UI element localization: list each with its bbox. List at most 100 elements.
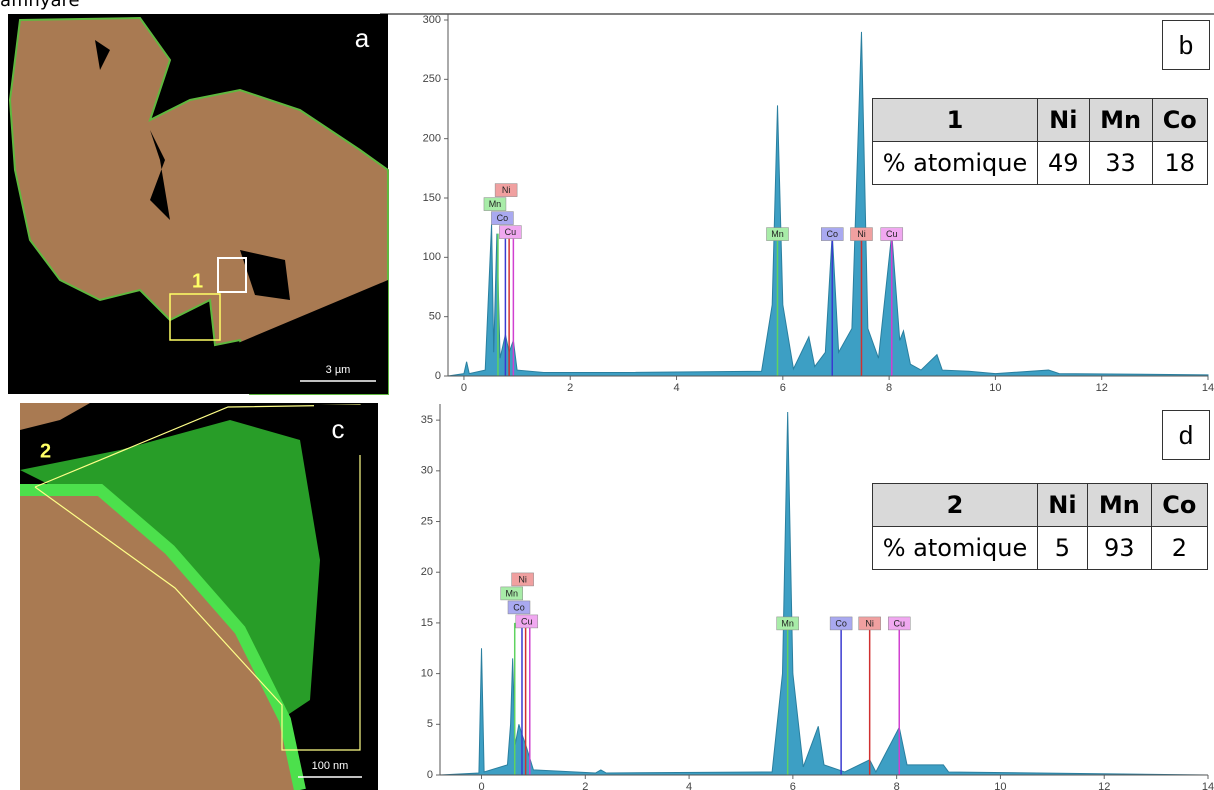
y-tick-label: 25 bbox=[421, 515, 433, 527]
element-tag bbox=[766, 227, 789, 241]
y-tick-label: 50 bbox=[429, 311, 441, 323]
table-cell: % atomique bbox=[872, 141, 1038, 185]
table-cell: 18 bbox=[1151, 141, 1208, 185]
table-cell: 2 bbox=[1150, 526, 1209, 570]
element-tag bbox=[511, 572, 534, 587]
table-header: 2 Ni Mn Co bbox=[872, 483, 1209, 527]
image-c: 2 100 nm bbox=[20, 403, 378, 790]
spectrum bbox=[447, 31, 1209, 377]
header-cell: Co bbox=[1150, 483, 1209, 527]
table-row: % atomique 5 93 2 bbox=[872, 526, 1209, 570]
x-tick-label: 2 bbox=[567, 382, 573, 394]
header-cell: Mn bbox=[1086, 483, 1152, 527]
element-label: Mn bbox=[771, 229, 784, 239]
element-tag bbox=[887, 616, 911, 631]
element-tag bbox=[483, 197, 507, 211]
caption-fragment: affinyare bbox=[0, 0, 80, 11]
y-tick-label: 15 bbox=[421, 617, 433, 629]
y-tick-label: 35 bbox=[421, 414, 433, 426]
element-label: Cu bbox=[505, 227, 517, 237]
element-label: Co bbox=[497, 213, 509, 223]
x-tick-label: 2 bbox=[582, 781, 588, 790]
x-tick-label: 14 bbox=[1202, 781, 1214, 790]
spectrum bbox=[439, 412, 1209, 776]
x-tick-label: 12 bbox=[1096, 382, 1108, 394]
table-header: 1 Ni Mn Co bbox=[872, 98, 1208, 142]
x-tick-label: 14 bbox=[1202, 382, 1214, 394]
x-tick-label: 6 bbox=[790, 781, 796, 790]
header-cell: Ni bbox=[1037, 483, 1088, 527]
element-tag bbox=[776, 616, 799, 631]
x-tick-label: 6 bbox=[780, 382, 786, 394]
element-label: Mn bbox=[505, 588, 518, 598]
x-tick-label: 4 bbox=[673, 382, 679, 394]
table-row: % atomique 49 33 18 bbox=[872, 141, 1208, 185]
panel-label: b bbox=[1162, 20, 1210, 70]
element-tag bbox=[500, 586, 523, 601]
element-label: Ni bbox=[865, 618, 874, 628]
element-label: Cu bbox=[886, 229, 898, 239]
table-cell: 33 bbox=[1088, 141, 1153, 185]
header-cell: Mn bbox=[1088, 98, 1153, 142]
header-cell: Ni bbox=[1037, 98, 1090, 142]
x-tick-label: 10 bbox=[994, 781, 1006, 790]
element-label: Cu bbox=[521, 616, 533, 626]
composition-table: 1 Ni Mn Co% atomique 49 33 18 bbox=[872, 98, 1208, 185]
element-tag bbox=[515, 614, 539, 629]
composition-table: 2 Ni Mn Co% atomique 5 93 2 bbox=[872, 483, 1209, 570]
region-label: 1 bbox=[192, 270, 203, 292]
panel-label: c bbox=[314, 405, 362, 455]
panel-label: d bbox=[1162, 410, 1210, 460]
element-label: Ni bbox=[518, 574, 527, 584]
element-label: Co bbox=[835, 618, 847, 628]
x-tick-label: 8 bbox=[886, 382, 892, 394]
table-cell: 93 bbox=[1086, 526, 1152, 570]
x-tick-label: 0 bbox=[461, 382, 467, 394]
scale-label: 3 µm bbox=[326, 364, 351, 376]
header-cell: 1 bbox=[872, 98, 1038, 142]
element-tag bbox=[880, 227, 904, 241]
element-tag bbox=[491, 211, 514, 225]
element-label: Co bbox=[513, 602, 525, 612]
y-tick-label: 150 bbox=[423, 192, 441, 204]
element-label: Ni bbox=[857, 229, 866, 239]
x-tick-label: 12 bbox=[1098, 781, 1110, 790]
y-tick-label: 100 bbox=[423, 251, 441, 263]
table-cell: 5 bbox=[1037, 526, 1088, 570]
table-cell: 49 bbox=[1037, 141, 1090, 185]
y-tick-label: 20 bbox=[421, 566, 433, 578]
table-cell: % atomique bbox=[872, 526, 1038, 570]
y-tick-label: 5 bbox=[427, 718, 433, 730]
x-tick-label: 0 bbox=[478, 781, 484, 790]
element-tag bbox=[829, 616, 853, 631]
element-tag bbox=[507, 600, 531, 615]
y-tick-label: 10 bbox=[421, 668, 433, 680]
element-tag bbox=[850, 227, 873, 241]
y-tick-label: 200 bbox=[423, 133, 441, 145]
image-a: 1 3 µm bbox=[8, 14, 389, 395]
element-tag bbox=[858, 616, 881, 631]
y-tick-label: 0 bbox=[435, 370, 441, 382]
header-cell: 2 bbox=[872, 483, 1038, 527]
header-cell: Co bbox=[1151, 98, 1208, 142]
element-label: Mn bbox=[489, 199, 502, 209]
x-tick-label: 4 bbox=[686, 781, 692, 790]
element-label: Cu bbox=[893, 618, 905, 628]
element-label: Mn bbox=[781, 618, 794, 628]
element-tag bbox=[494, 183, 518, 197]
element-tag bbox=[499, 225, 522, 239]
x-tick-label: 10 bbox=[989, 382, 1001, 394]
scale-label: 100 nm bbox=[312, 760, 349, 772]
element-label: Ni bbox=[502, 185, 511, 195]
panel-label: a bbox=[338, 14, 386, 64]
region-label: 2 bbox=[40, 440, 51, 462]
element-label: Co bbox=[826, 229, 838, 239]
y-tick-label: 300 bbox=[423, 14, 441, 26]
y-tick-label: 0 bbox=[427, 769, 433, 781]
element-tag bbox=[821, 227, 844, 241]
x-tick-label: 8 bbox=[894, 781, 900, 790]
y-tick-label: 250 bbox=[423, 73, 441, 85]
y-tick-label: 30 bbox=[421, 465, 433, 477]
